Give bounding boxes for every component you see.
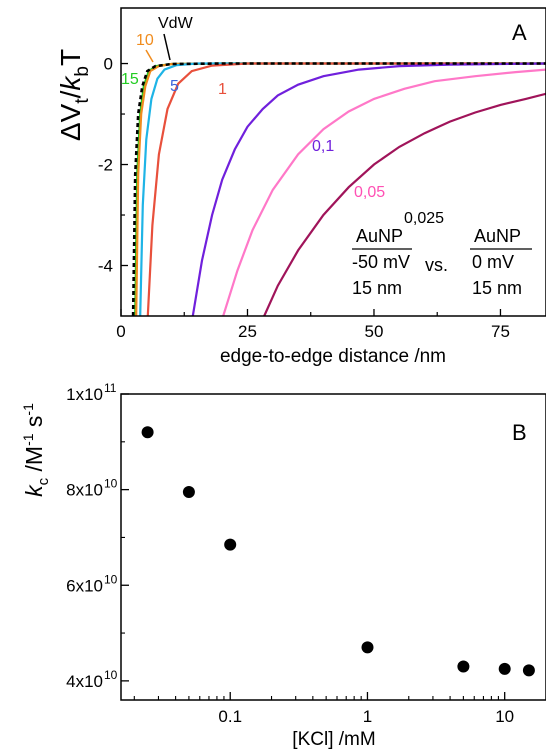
panel-b-ytick-exponent: 11 [104, 381, 117, 395]
vdw-leader-line [163, 33, 171, 61]
panel-a-xtick-label: 75 [491, 322, 510, 341]
curve-label-0-05: 0,05 [354, 184, 385, 201]
panel-a-xtick-label: 25 [238, 322, 257, 341]
panel-b-ytick-label: 8x10 [66, 481, 103, 500]
panel-b-xtick-label: 10 [495, 707, 514, 726]
data-point [141, 426, 154, 439]
annotation-right-line1: 0 mV [472, 252, 514, 272]
annotation-left-title: AuNP [356, 226, 403, 246]
panel-b-ylabel: kc /M-1 s-1 [20, 403, 52, 497]
panel-b-ytick-label: 1x10 [66, 385, 103, 404]
curve-label-1: 1 [218, 81, 227, 98]
panel-a-xlabel: edge-to-edge distance /nm [220, 346, 446, 367]
panel-b-label: B [512, 420, 527, 445]
panel-b-xlabel: [KCl] /mM [292, 729, 375, 750]
panel-b-ytick-exponent: 10 [104, 668, 118, 682]
panel-b-xtick-label: 0.1 [218, 707, 242, 726]
curve-label-0-1: 0,1 [312, 138, 334, 155]
panel-b-ytick-exponent: 10 [104, 572, 118, 586]
curve-label-0-025: 0,025 [404, 210, 444, 227]
series-line-0-025 [263, 92, 546, 316]
data-point [224, 538, 237, 551]
panel-b-ytick-exponent: 10 [104, 477, 118, 491]
panel-a-ytick-label: -2 [98, 156, 113, 175]
series-line-0-05 [222, 68, 546, 316]
panel-b-ytick-label: 6x10 [66, 576, 103, 595]
panel-a-ticks: 0 25 50 75 0 -2 -4 [98, 55, 510, 341]
panel-a-curves [131, 62, 546, 316]
series-line-0-1 [191, 62, 546, 316]
curve-label-5: 5 [170, 78, 179, 95]
panel-b-frame [120, 393, 546, 701]
curve-label-vdw: VdW [158, 15, 194, 32]
panel-a-xtick-label: 0 [116, 322, 125, 341]
panel-a-frame [120, 7, 546, 317]
panel-a-ylabel: ΔVt/kbT [55, 49, 93, 141]
panel-a-annotation: AuNP -50 mV 15 nm vs. AuNP 0 mV 15 nm [352, 226, 532, 298]
panel-a-ytick-label: -4 [98, 257, 113, 276]
data-point [182, 486, 195, 498]
panel-b-xtick-label: 1 [363, 707, 372, 726]
panel-b-ytick-label: 4x10 [66, 672, 103, 691]
annotation-left-line2: 15 nm [352, 278, 402, 298]
panel-a: 0 25 50 75 0 -2 -4 ΔVt/kbT edge-to-edge distan… [55, 7, 546, 367]
annotation-vs: vs. [425, 255, 448, 275]
series-line-vdw [131, 62, 546, 316]
annotation-left-line1: -50 mV [352, 252, 410, 272]
panel-a-label: A [512, 20, 527, 45]
curve-label-15: 15 [121, 71, 139, 88]
data-point [361, 641, 374, 654]
annotation-right-title: AuNP [474, 226, 521, 246]
data-point [457, 660, 470, 673]
annotation-right-line2: 15 nm [472, 278, 522, 298]
data-point [522, 664, 535, 677]
c10-leader-line [145, 49, 154, 63]
panel-a-xtick-label: 50 [365, 322, 384, 341]
curve-label-10: 10 [136, 32, 154, 49]
data-point [498, 662, 511, 675]
panel-a-ytick-label: 0 [104, 55, 113, 74]
panel-b-points [141, 426, 535, 677]
